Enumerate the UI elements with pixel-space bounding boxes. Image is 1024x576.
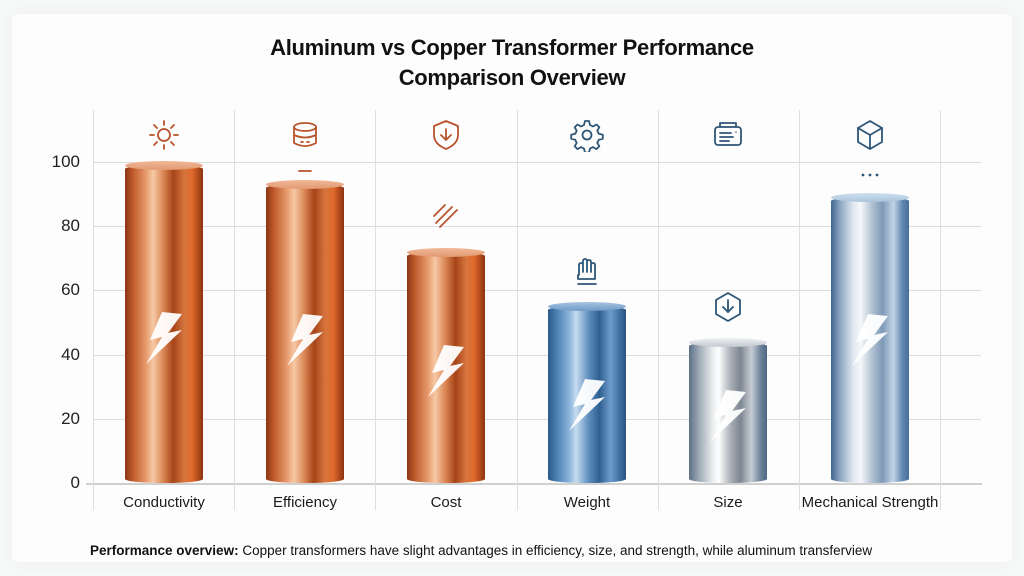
bar-cap bbox=[548, 302, 626, 311]
hexagon-download-icon bbox=[711, 290, 745, 324]
x-axis-label: Mechanical Strength bbox=[801, 494, 939, 511]
gridline-y-40 bbox=[93, 355, 981, 356]
bar-cap bbox=[831, 193, 909, 202]
column-divider bbox=[93, 110, 94, 510]
gridline-y-60 bbox=[93, 290, 981, 291]
chart-title: Aluminum vs Copper Transformer Performan… bbox=[0, 33, 1024, 93]
lightning-bolt-icon bbox=[565, 377, 609, 433]
footer-caption: Performance overview: Copper transformer… bbox=[90, 543, 872, 558]
bar-cap bbox=[266, 180, 344, 189]
ellipsis-icon bbox=[853, 158, 887, 192]
lightning-bolt-icon bbox=[142, 310, 186, 366]
y-tick-label: 0 bbox=[70, 473, 80, 492]
bar-cap bbox=[125, 161, 203, 170]
x-axis-label: Conductivity bbox=[123, 494, 205, 511]
x-axis-label: Efficiency bbox=[273, 494, 337, 511]
dash-mark-icon bbox=[288, 154, 322, 188]
column-divider bbox=[234, 110, 235, 510]
x-axis-label: Cost bbox=[430, 494, 462, 511]
hand-icon bbox=[570, 255, 604, 289]
chart-title-line-1: Aluminum vs Copper Transformer Performan… bbox=[270, 35, 754, 60]
chart-title-line-2: Comparison Overview bbox=[398, 65, 626, 90]
bar-cost bbox=[407, 248, 485, 483]
gridline-y-0 bbox=[86, 483, 982, 485]
bar-cap bbox=[407, 248, 485, 257]
lightning-bolt-icon bbox=[848, 312, 892, 368]
y-tick-label: 20 bbox=[61, 409, 80, 428]
column-divider bbox=[375, 110, 376, 510]
column-divider bbox=[658, 110, 659, 510]
printer-icon bbox=[711, 118, 745, 152]
column-divider bbox=[517, 110, 518, 510]
lightning-bolt-icon bbox=[706, 388, 750, 444]
gridline-y-80 bbox=[93, 226, 981, 227]
footer-label: Performance overview: bbox=[90, 543, 239, 558]
column-divider bbox=[799, 110, 800, 510]
database-icon bbox=[288, 118, 322, 152]
hatch-lines-icon bbox=[429, 198, 463, 232]
y-tick-label: 80 bbox=[61, 216, 80, 235]
lightning-bolt-icon bbox=[283, 312, 327, 368]
sun-icon bbox=[147, 118, 181, 152]
gridline-top bbox=[93, 162, 981, 163]
y-tick-label: 40 bbox=[61, 345, 80, 364]
bar-cap bbox=[689, 338, 767, 347]
footer-text: Copper transformers have slight advantag… bbox=[238, 543, 873, 558]
column-divider bbox=[940, 110, 941, 510]
shield-download-icon bbox=[429, 118, 463, 152]
x-axis-label: Size bbox=[713, 494, 743, 511]
gear-icon bbox=[570, 118, 604, 154]
lightning-bolt-icon bbox=[424, 343, 468, 399]
y-tick-label: 100 bbox=[51, 152, 80, 171]
cube-icon bbox=[853, 118, 887, 152]
gridline-y-20 bbox=[93, 419, 981, 420]
x-axis-label: Weight bbox=[563, 494, 611, 511]
y-tick-label: 60 bbox=[61, 280, 80, 299]
